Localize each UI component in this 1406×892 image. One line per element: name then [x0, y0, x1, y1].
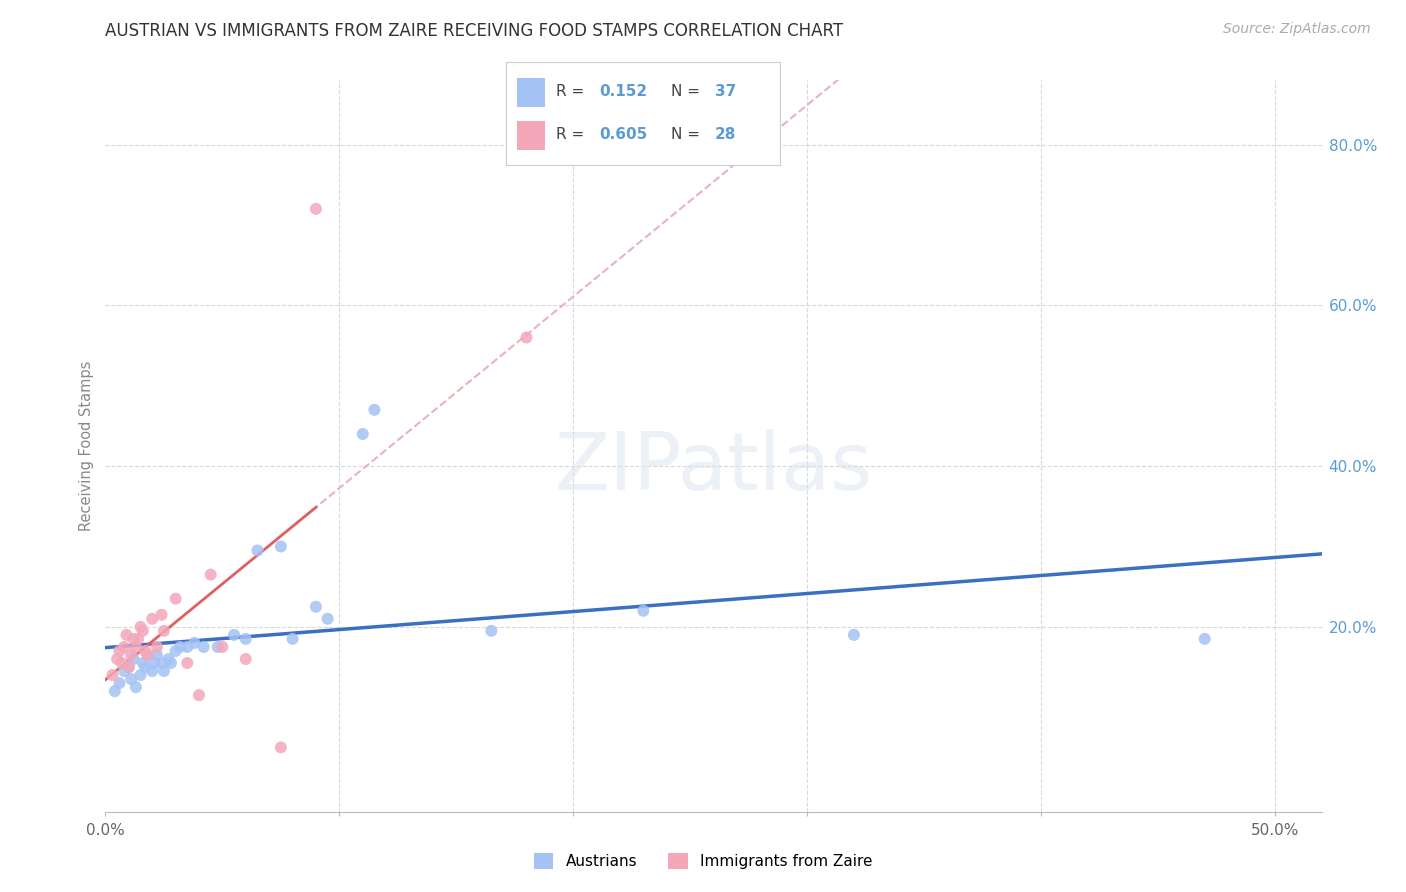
Text: 0.152: 0.152 — [599, 84, 648, 99]
Point — [281, 632, 304, 646]
Point — [165, 591, 187, 606]
Legend: Austrians, Immigrants from Zaire: Austrians, Immigrants from Zaire — [527, 847, 879, 875]
Point — [146, 648, 169, 662]
Point — [132, 656, 155, 670]
Point — [165, 644, 187, 658]
Point — [246, 543, 269, 558]
Point — [1194, 632, 1216, 646]
Text: R =: R = — [555, 84, 589, 99]
Text: ZIPatlas: ZIPatlas — [554, 429, 873, 507]
Point — [207, 640, 229, 654]
Point — [200, 567, 222, 582]
Text: 37: 37 — [714, 84, 735, 99]
Bar — [517, 121, 544, 150]
Point — [105, 652, 128, 666]
Point — [270, 540, 292, 554]
Point — [169, 640, 191, 654]
Point — [160, 656, 183, 670]
Point — [108, 644, 131, 658]
Point — [183, 636, 205, 650]
Point — [118, 660, 141, 674]
Point — [129, 668, 152, 682]
Text: R =: R = — [555, 127, 589, 142]
Point — [153, 664, 176, 678]
Point — [305, 599, 328, 614]
Point — [122, 632, 145, 646]
Point — [125, 680, 148, 694]
Point — [143, 656, 166, 670]
Point — [108, 676, 131, 690]
Point — [153, 624, 176, 638]
Point — [305, 202, 328, 216]
Point — [222, 628, 245, 642]
Point — [479, 624, 502, 638]
Point — [352, 426, 374, 441]
Point — [101, 668, 124, 682]
Point — [150, 607, 173, 622]
Point — [129, 620, 152, 634]
Point — [150, 656, 173, 670]
Point — [104, 684, 127, 698]
Point — [136, 648, 159, 662]
Point — [127, 632, 149, 646]
Y-axis label: Receiving Food Stamps: Receiving Food Stamps — [79, 360, 94, 532]
Point — [363, 402, 385, 417]
Text: 28: 28 — [714, 127, 735, 142]
Point — [112, 664, 135, 678]
Point — [111, 656, 134, 670]
Point — [134, 644, 156, 658]
Point — [316, 612, 339, 626]
Point — [842, 628, 865, 642]
Text: Source: ZipAtlas.com: Source: ZipAtlas.com — [1223, 22, 1371, 37]
Text: 0.605: 0.605 — [599, 127, 648, 142]
Text: N =: N = — [671, 127, 704, 142]
Point — [141, 612, 163, 626]
Point — [125, 640, 148, 654]
Point — [633, 604, 655, 618]
Point — [188, 688, 211, 702]
Text: AUSTRIAN VS IMMIGRANTS FROM ZAIRE RECEIVING FOOD STAMPS CORRELATION CHART: AUSTRIAN VS IMMIGRANTS FROM ZAIRE RECEIV… — [105, 22, 844, 40]
Point — [141, 664, 163, 678]
Point — [120, 648, 142, 662]
Point — [136, 648, 159, 662]
Point — [112, 640, 135, 654]
Point — [132, 624, 155, 638]
Point — [134, 660, 156, 674]
Point — [235, 632, 257, 646]
Point — [115, 628, 138, 642]
Point — [176, 640, 198, 654]
Point — [211, 640, 233, 654]
Point — [146, 640, 169, 654]
Point — [176, 656, 198, 670]
Point — [120, 672, 142, 686]
Point — [157, 652, 180, 666]
Point — [193, 640, 215, 654]
Point — [235, 652, 257, 666]
Point — [270, 740, 292, 755]
Bar — [517, 78, 544, 106]
Point — [122, 652, 145, 666]
Text: N =: N = — [671, 84, 704, 99]
Point — [515, 330, 537, 344]
Point — [118, 660, 141, 674]
